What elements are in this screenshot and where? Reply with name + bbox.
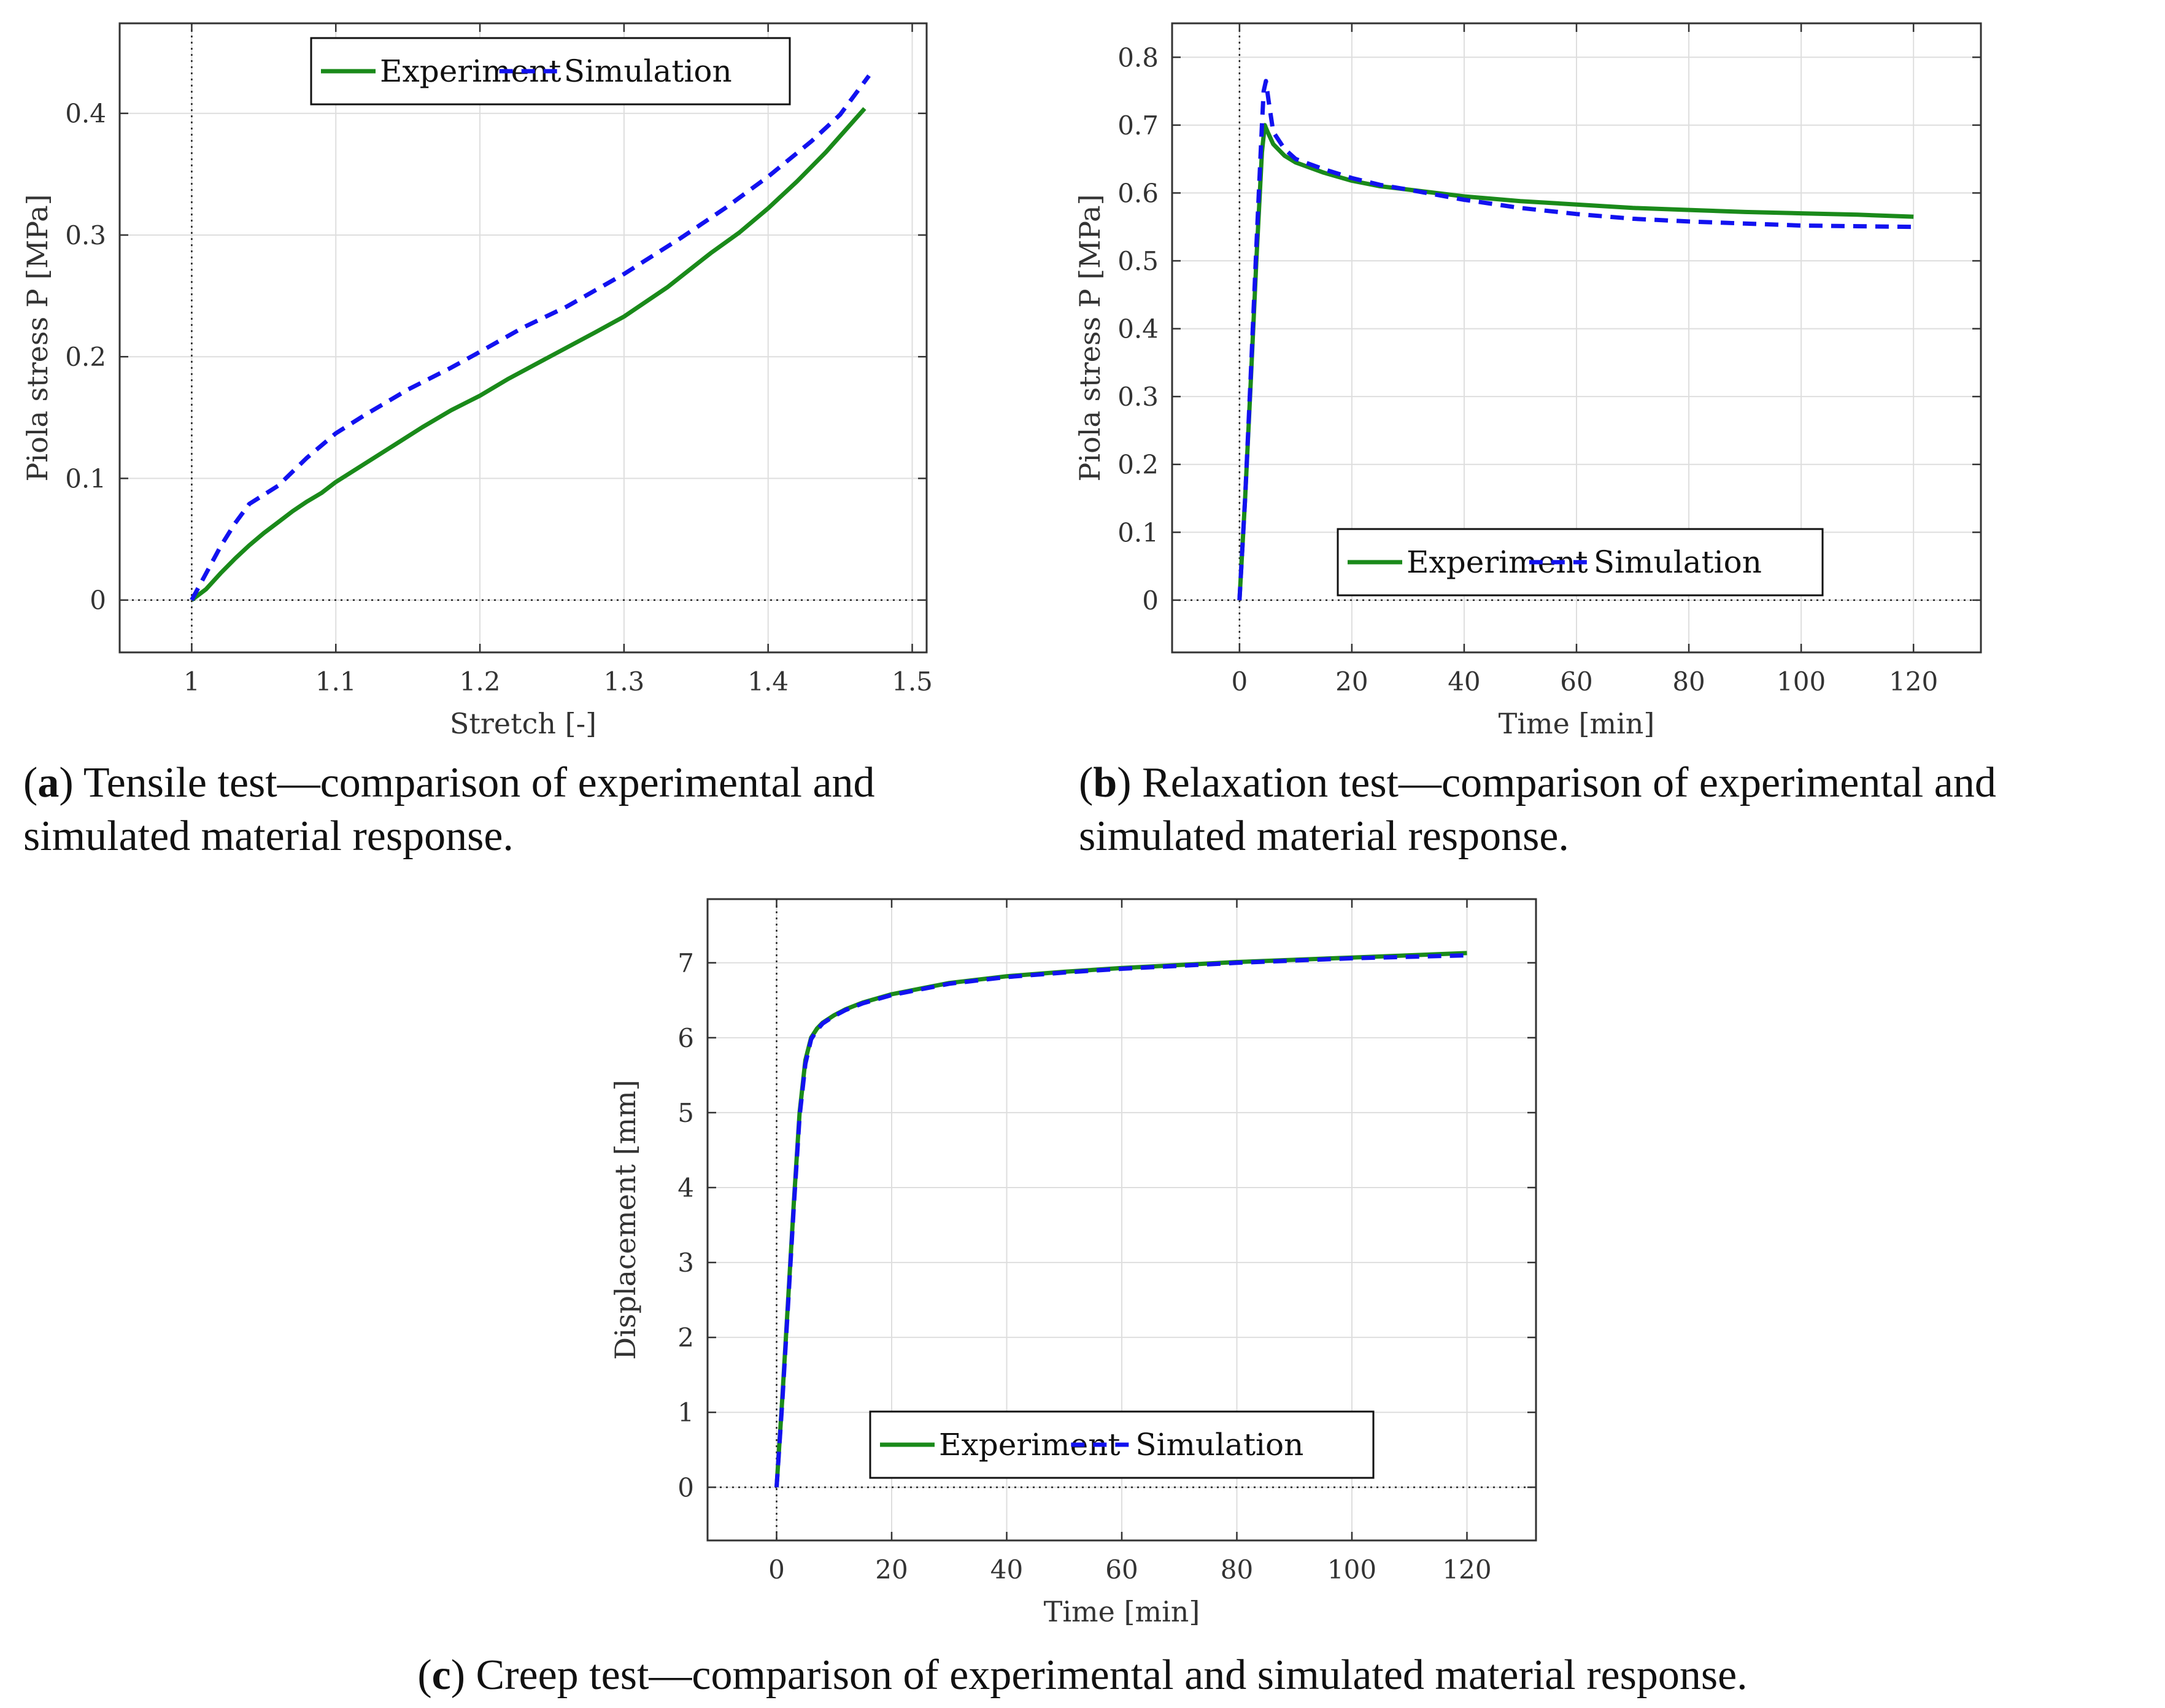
y-tick-label: 0.3 (1117, 382, 1159, 412)
y-tick-label: 2 (677, 1323, 694, 1353)
plot-frame (1171, 22, 1982, 654)
y-axis-label: Displacement [mm] (609, 1080, 642, 1359)
x-tick-label: 80 (1672, 667, 1705, 697)
x-tick-label: 80 (1221, 1555, 1253, 1585)
caption-b-line2: simulated material response. (1079, 813, 1569, 860)
caption-c: (c) Creep test—comparison of experimenta… (417, 1652, 1747, 1699)
chart-relaxation-test: 0 20 40 60 80 100 120 0 0.1 0.2 0.3 0.4 0.5 0.6 0.7 0.8… (1073, 22, 1982, 740)
x-tick-label: 120 (1889, 667, 1938, 697)
series-line-simulation (190, 74, 871, 601)
x-axis-label: Stretch [-] (450, 707, 596, 740)
plot-frame (118, 22, 928, 654)
y-tick-label: 0.1 (65, 463, 106, 493)
x-tick-label: 100 (1777, 667, 1826, 697)
caption-a-line2: simulated material response. (23, 813, 514, 860)
y-tick-label: 7 (677, 948, 694, 978)
series-line-experiment (190, 107, 866, 602)
y-tick-label: 0 (1142, 585, 1159, 616)
legend-label-experiment: Experiment (939, 1427, 1120, 1463)
y-tick-label: 1 (677, 1397, 694, 1428)
legend-label-simulation: Simulation (1594, 544, 1762, 580)
x-tick-label: 100 (1327, 1555, 1376, 1585)
legend-label-simulation: Simulation (564, 53, 732, 89)
chart-tensile-test: 1 1.1 1.2 1.3 1.4 1.5 0 0.1 0.2 0.3 0.4 Stretch [-]… (21, 22, 933, 740)
y-tick-label: 0.2 (1117, 450, 1159, 480)
y-tick-label: 0 (90, 585, 106, 616)
y-tick-label: 0.1 (1117, 517, 1159, 547)
series-line-experiment (1237, 123, 1914, 601)
y-tick-label: 0 (677, 1472, 694, 1502)
y-tick-label: 0.5 (1117, 246, 1159, 276)
x-tick-label: 20 (1335, 667, 1368, 697)
legend: Experiment Simulation (310, 37, 791, 106)
legend-label-simulation: Simulation (1135, 1427, 1303, 1463)
caption-b-label: b (1093, 759, 1117, 806)
caption-c-text: ) Creep test—comparison of experimental … (451, 1652, 1748, 1699)
caption-a-line1: ) Tensile test—comparison of experimenta… (59, 759, 874, 806)
y-tick-label: 0.4 (1117, 314, 1159, 344)
series-line-simulation (774, 953, 1467, 1488)
x-tick-label: 1.1 (315, 667, 357, 697)
y-tick-label: 5 (677, 1098, 694, 1128)
y-tick-label: 0.2 (65, 342, 106, 372)
x-tick-label: 40 (1448, 667, 1480, 697)
x-tick-label: 120 (1442, 1555, 1491, 1585)
legend: Experiment Simulation (869, 1410, 1375, 1479)
x-tick-label: 1.4 (747, 667, 789, 697)
x-tick-label: 0 (768, 1555, 785, 1585)
y-tick-label: 6 (677, 1023, 694, 1053)
x-tick-label: 1.2 (460, 667, 501, 697)
y-tick-label: 4 (677, 1173, 694, 1203)
caption-c-label: c (432, 1652, 451, 1699)
series-line-simulation (1237, 79, 1914, 601)
x-tick-label: 20 (875, 1555, 908, 1585)
x-axis-label: Time [min] (1044, 1595, 1200, 1628)
y-axis-label: Piola stress P [MPa] (21, 194, 54, 481)
x-axis-label: Time [min] (1499, 707, 1655, 740)
y-tick-label: 0.7 (1117, 110, 1159, 141)
x-tick-label: 0 (1231, 667, 1248, 697)
legend: Experiment Simulation (1337, 528, 1824, 597)
y-tick-label: 0.6 (1117, 178, 1159, 208)
chart-creep-test: 0 20 40 60 80 100 120 0 1 2 3 4 5 6 7 Time [min] Displac… (609, 898, 1537, 1628)
caption-a-label: a (37, 759, 59, 806)
plot-frame (706, 898, 1537, 1542)
y-tick-label: 0.4 (65, 99, 106, 129)
caption-b-line1: ) Relaxation test—comparison of experime… (1117, 759, 1996, 806)
y-tick-label: 3 (677, 1248, 694, 1278)
y-tick-label: 0.3 (65, 220, 106, 250)
caption-b: (b) Relaxation test—comparison of experi… (1079, 759, 1996, 806)
caption-a: (a) Tensile test—comparison of experimen… (23, 759, 875, 806)
x-tick-label: 40 (990, 1555, 1023, 1585)
x-tick-label: 60 (1105, 1555, 1138, 1585)
y-tick-label: 0.8 (1117, 42, 1159, 72)
x-tick-label: 1.5 (892, 667, 933, 697)
x-tick-label: 60 (1560, 667, 1592, 697)
x-tick-label: 1 (183, 667, 200, 697)
y-axis-label: Piola stress P [MPa] (1073, 194, 1106, 481)
x-tick-label: 1.3 (603, 667, 644, 697)
